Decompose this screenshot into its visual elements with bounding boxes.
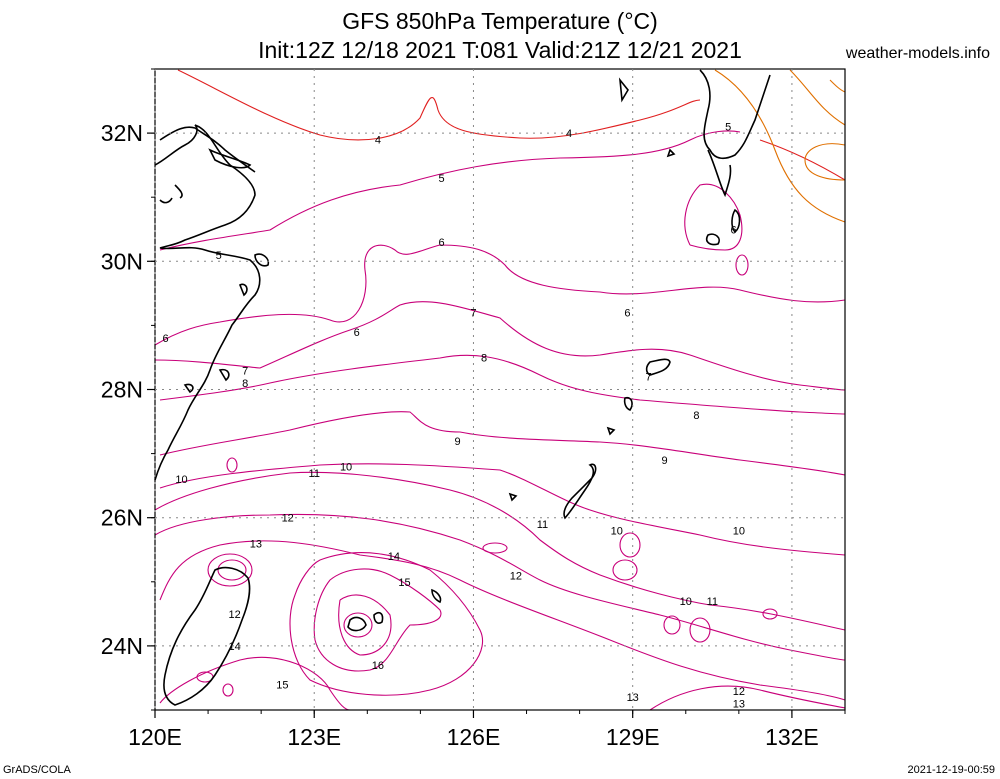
contour-label: 6 xyxy=(730,224,736,236)
axis-ticks xyxy=(147,68,846,718)
lon-tick-label: 123E xyxy=(287,724,341,750)
lat-tick-label: 28N xyxy=(101,377,143,403)
contour-label: 10 xyxy=(340,461,352,473)
lon-tick-label: 120E xyxy=(128,724,182,750)
contour-label: 6 xyxy=(163,333,169,345)
map-title-line1: GFS 850hPa Temperature (°C) xyxy=(342,8,658,34)
contour-label: 5 xyxy=(216,250,222,262)
contour-label: 11 xyxy=(707,596,718,608)
contour-label: 7 xyxy=(470,308,476,320)
contour-label: 10 xyxy=(733,526,745,538)
lat-tick-label: 26N xyxy=(101,505,143,531)
site-credit: weather-models.info xyxy=(845,45,990,62)
contour-label: 6 xyxy=(624,308,630,320)
contour-label: 12 xyxy=(282,513,294,525)
graticule xyxy=(154,69,845,710)
contour-label: 11 xyxy=(309,468,320,480)
contour-label: 15 xyxy=(276,679,288,691)
contour-label: 11 xyxy=(537,519,548,531)
contour-label: 5 xyxy=(725,122,731,134)
lon-tick-label: 129E xyxy=(606,724,660,750)
contour-label: 16 xyxy=(372,660,384,672)
contour-label: 6 xyxy=(439,237,445,249)
coastlines xyxy=(154,69,771,706)
contour-label: 9 xyxy=(661,455,667,467)
contour-label: 8 xyxy=(693,410,699,422)
lon-tick-label: 126E xyxy=(447,724,501,750)
lat-tick-label: 30N xyxy=(101,248,143,274)
contour-label: 4 xyxy=(566,128,572,140)
footer-timestamp: 2021-12-19-00:59 xyxy=(907,764,995,776)
contour-label: 8 xyxy=(242,378,248,390)
contour-label: 13 xyxy=(250,538,262,550)
axis-labels: 24N 26N 28N 30N 32N 120E 123E 126E 129E 132E xyxy=(101,120,819,750)
contour-label: 9 xyxy=(454,436,460,448)
map-title-line2: Init:12Z 12/18 2021 T:081 Valid:21Z 12/2… xyxy=(258,37,742,63)
lat-tick-label: 24N xyxy=(101,633,143,659)
contour-label: 5 xyxy=(439,173,445,185)
lat-tick-label: 32N xyxy=(101,120,143,146)
lon-tick-label: 132E xyxy=(765,724,819,750)
contour-label: 4 xyxy=(375,135,381,147)
contour-label: 7 xyxy=(242,365,248,377)
footer-software: GrADS/COLA xyxy=(3,764,71,776)
contour-lines xyxy=(154,130,846,711)
contour-label: 8 xyxy=(481,352,487,364)
contour-label: 15 xyxy=(398,577,410,589)
contour-label: 13 xyxy=(733,699,745,711)
contour-label: 10 xyxy=(680,596,692,608)
contour-label: 12 xyxy=(510,570,522,582)
contour-label: 12 xyxy=(733,686,745,698)
contour-label: 7 xyxy=(646,372,652,384)
contour-label: 10 xyxy=(175,474,187,486)
contour-label: 12 xyxy=(228,609,240,621)
contour-label: 6 xyxy=(354,327,360,339)
contour-label: 13 xyxy=(627,692,639,704)
contour-label: 10 xyxy=(611,526,623,538)
contour-label: 14 xyxy=(388,551,400,563)
contour-label: 14 xyxy=(228,641,240,653)
cold-contour-lines xyxy=(177,69,846,223)
